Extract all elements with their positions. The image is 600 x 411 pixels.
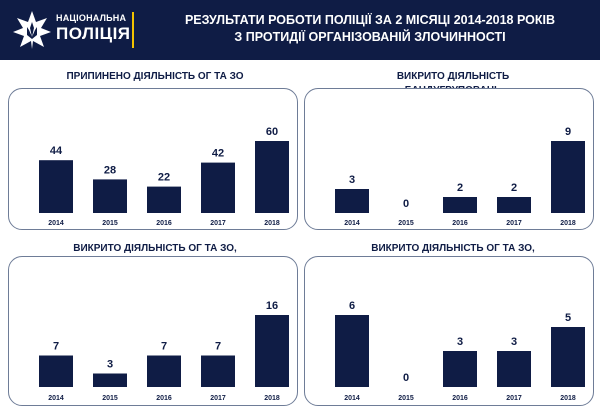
chart-4-plot: 6 2014 0 2015 3 2016 3 2017 5 2018: [335, 300, 585, 402]
chart-2-tick-label-2016: 2016: [452, 220, 468, 227]
chart-3-bar-2015: [93, 373, 127, 387]
chart-2-value-label-2018: 9: [565, 126, 571, 138]
chart-3-panel: 7 2014 3 2015 7 2016 7 2017 16 2018: [8, 256, 298, 406]
chart-3-title-line1: ВИКРИТО ДІЯЛЬНІСТЬ ОГ ТА ЗО,: [73, 243, 237, 254]
chart-1-value-label-2014: 44: [50, 145, 63, 157]
chart-1-title-text: ПРИПИНЕНО ДІЯЛЬНІСТЬ ОГ ТА ЗО: [66, 71, 244, 82]
police-logo: НАЦІОНАЛЬНА ПОЛІЦІЯ: [8, 6, 130, 54]
chart-2-value-label-2016: 2: [457, 182, 463, 194]
page-title-line2: З ПРОТИДІЇ ОРГАНІЗОВАНІЙ ЗЛОЧИННОСТІ: [234, 30, 506, 44]
chart-2-tick-label-2014: 2014: [344, 220, 360, 227]
chart-1-tick-label-2016: 2016: [156, 220, 172, 227]
chart-3-value-label-2016: 7: [161, 341, 167, 353]
chart-4-value-label-2016: 3: [457, 336, 463, 348]
chart-2-bar-2017: [497, 197, 531, 213]
chart-4-tick-label-2018: 2018: [560, 395, 576, 402]
chart-4-bar-2018: [551, 327, 585, 387]
chart-4-value-label-2017: 3: [511, 336, 517, 348]
chart-4-tick-label-2014: 2014: [344, 395, 360, 402]
chart-1-tick-label-2017: 2017: [210, 220, 226, 227]
chart-4-tick-label-2015: 2015: [398, 395, 414, 402]
chart-2-tick-label-2015: 2015: [398, 220, 414, 227]
chart-2-value-label-2017: 2: [511, 182, 517, 194]
page-title-line1: РЕЗУЛЬТАТИ РОБОТИ ПОЛІЦІЇ ЗА 2 МІСЯЦІ 20…: [184, 13, 556, 27]
chart-4-tick-label-2017: 2017: [506, 395, 522, 402]
chart-4-bar-2014: [335, 315, 369, 387]
chart-2-value-label-2014: 3: [349, 174, 355, 186]
chart-4-title-line1: ВИКРИТО ДІЯЛЬНІСТЬ ОГ ТА ЗО,: [371, 243, 535, 254]
chart-3-value-label-2014: 7: [53, 341, 59, 353]
chart-1-tick-label-2014: 2014: [48, 220, 64, 227]
chart-4-bar-2016: [443, 351, 477, 387]
chart-4-value-label-2018: 5: [565, 312, 571, 324]
chart-2-panel: 3 2014 0 2015 2 2016 2 2017 9 2018: [304, 88, 594, 230]
chart-1-value-label-2017: 42: [212, 148, 224, 160]
chart-1-tick-label-2015: 2015: [102, 220, 118, 227]
chart-3-tick-label-2016: 2016: [156, 395, 172, 402]
chart-1-title: ПРИПИНЕНО ДІЯЛЬНІСТЬ ОГ ТА ЗО: [10, 70, 300, 84]
logo-text-main: ПОЛІЦІЯ: [56, 24, 131, 43]
chart-3-value-label-2017: 7: [215, 341, 221, 353]
chart-3-plot: 7 2014 3 2015 7 2016 7 2017 16 2018: [39, 300, 289, 402]
chart-4-bar-2017: [497, 351, 531, 387]
chart-3-bar-2017: [201, 355, 235, 387]
chart-4-panel: 6 2014 0 2015 3 2016 3 2017 5 2018: [304, 256, 594, 406]
chart-3-bar-2014: [39, 355, 73, 387]
chart-2-value-label-2015: 0: [403, 198, 409, 210]
chart-1-value-label-2016: 22: [158, 172, 170, 184]
chart-1-bar-2017: [201, 162, 235, 213]
police-star-icon: [13, 11, 51, 49]
chart-2-tick-label-2018: 2018: [560, 220, 576, 227]
chart-3-tick-label-2017: 2017: [210, 395, 226, 402]
chart-2-bar-2016: [443, 197, 477, 213]
chart-3-bar-2018: [255, 315, 289, 387]
chart-1-bar-2014: [39, 160, 73, 213]
chart-4-value-label-2014: 6: [349, 300, 355, 312]
chart-3-value-label-2015: 3: [107, 359, 113, 371]
chart-2-bar-2018: [551, 141, 585, 213]
chart-2-title-line1: ВИКРИТО ДІЯЛЬНІСТЬ: [396, 71, 510, 82]
logo-text-top: НАЦІОНАЛЬНА: [56, 13, 127, 23]
chart-2-plot: 3 2014 0 2015 2 2016 2 2017 9 2018: [335, 126, 585, 227]
chart-1-bar-2018: [255, 141, 289, 213]
chart-1-value-label-2015: 28: [104, 164, 116, 176]
chart-3-tick-label-2015: 2015: [102, 395, 118, 402]
chart-3-tick-label-2018: 2018: [264, 395, 280, 402]
chart-3-bar-2016: [147, 355, 181, 387]
chart-2-tick-label-2017: 2017: [506, 220, 522, 227]
chart-1-bar-2015: [93, 179, 127, 213]
header-bar: НАЦІОНАЛЬНА ПОЛІЦІЯ РЕЗУЛЬТАТИ РОБОТИ ПО…: [0, 0, 600, 60]
chart-4-tick-label-2016: 2016: [452, 395, 468, 402]
chart-1-plot: 44 2014 28 2015 22 2016 42 2017 60 2018: [39, 126, 289, 227]
chart-3-value-label-2018: 16: [266, 300, 278, 312]
chart-4-value-label-2015: 0: [403, 372, 409, 384]
chart-1-value-label-2018: 60: [266, 126, 278, 138]
chart-2-bar-2014: [335, 189, 369, 213]
chart-3-tick-label-2014: 2014: [48, 395, 64, 402]
chart-1-bar-2016: [147, 186, 181, 213]
chart-1-tick-label-2018: 2018: [264, 220, 280, 227]
page-title: РЕЗУЛЬТАТИ РОБОТИ ПОЛІЦІЇ ЗА 2 МІСЯЦІ 20…: [150, 12, 590, 46]
logo-separator: [132, 12, 134, 48]
chart-1-panel: 44 2014 28 2015 22 2016 42 2017 60 2018: [8, 88, 298, 230]
